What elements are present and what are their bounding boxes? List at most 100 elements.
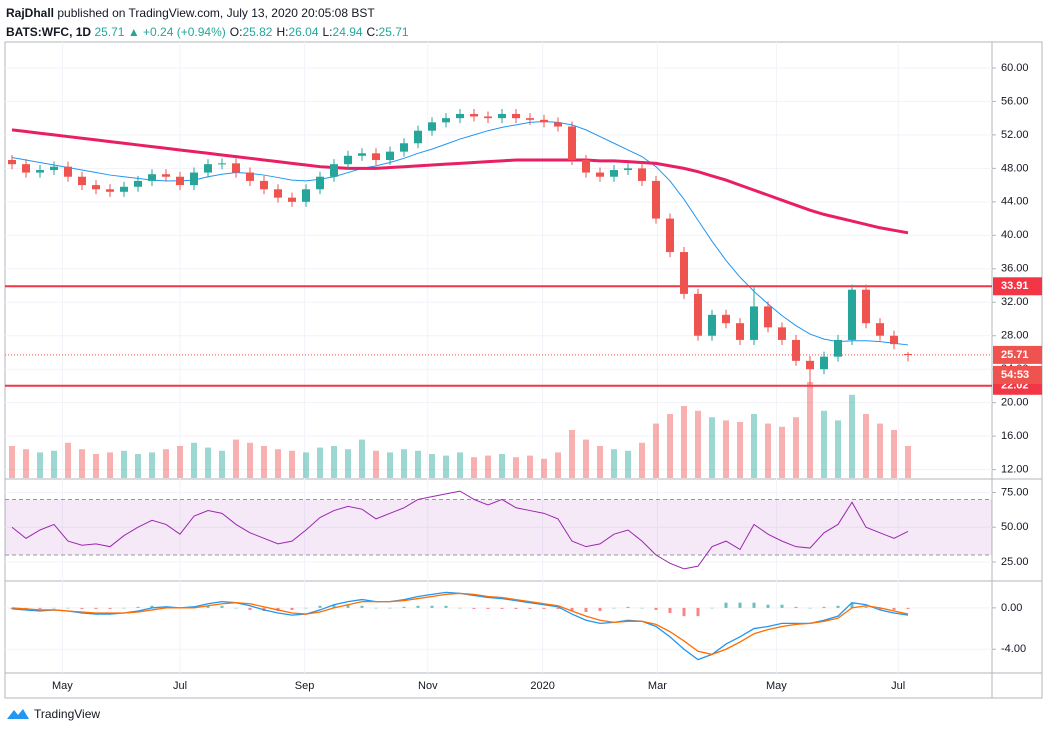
macd-histogram-bar xyxy=(528,607,532,609)
candle-body xyxy=(554,122,562,127)
volume-bar xyxy=(625,450,631,478)
macd-histogram-bar xyxy=(738,602,742,608)
macd-histogram-bar xyxy=(766,604,770,608)
candle-body xyxy=(792,339,800,361)
candle-body xyxy=(372,153,380,160)
volume-bar xyxy=(821,410,827,478)
x-tick-label: May xyxy=(52,680,73,692)
symbol-line: BATS:WFC, 1D 25.71 ▲ +0.24 (+0.94%) O:25.… xyxy=(6,23,409,42)
macd-histogram-bar xyxy=(598,607,602,611)
volume-bar xyxy=(681,406,687,478)
volume-bar xyxy=(415,450,421,478)
candle-body xyxy=(526,118,534,120)
y-tick-label: 48.00 xyxy=(1001,162,1029,174)
candle-body xyxy=(540,119,548,123)
volume-bar xyxy=(583,439,589,478)
macd-histogram-bar xyxy=(752,602,756,608)
macd-histogram-bar xyxy=(682,607,686,617)
x-tick-label: Sep xyxy=(295,680,315,692)
volume-bar xyxy=(401,449,407,478)
frame xyxy=(4,41,1043,699)
last-price-label: 25.71 xyxy=(1001,349,1029,361)
volume-bar xyxy=(79,449,85,478)
last-price-bg xyxy=(993,345,1042,364)
volume-bar xyxy=(205,447,211,478)
volume-bar xyxy=(891,430,897,478)
macd-histogram-bar xyxy=(850,602,854,608)
candle-body xyxy=(176,176,184,186)
ohlc-value: 24.94 xyxy=(332,25,363,39)
candle-body xyxy=(316,176,324,190)
volume-bar xyxy=(709,417,715,478)
volume-bar xyxy=(191,442,197,478)
volume-bar xyxy=(135,454,141,478)
volume-bar xyxy=(93,454,99,478)
macd-histogram-bar xyxy=(444,605,448,608)
candle-body xyxy=(498,113,506,119)
ohlc-label: O: xyxy=(229,25,243,39)
candle-body xyxy=(652,180,660,219)
macd-histogram-bar xyxy=(430,605,434,608)
y-tick-label: 0.00 xyxy=(1001,602,1022,614)
candle-body xyxy=(78,176,86,186)
macd-histogram-bar xyxy=(570,607,574,611)
macd-histogram-bar xyxy=(514,607,518,609)
candle-body xyxy=(190,172,198,186)
volume-bar xyxy=(513,457,519,478)
candle-body xyxy=(904,353,912,355)
volume-bar xyxy=(429,454,435,478)
volume-bar xyxy=(247,442,253,478)
change: ▲ +0.24 (+0.94%) xyxy=(127,25,226,39)
candle-body xyxy=(64,166,72,177)
macd-histogram-bar xyxy=(584,607,588,612)
macd-histogram-bar xyxy=(38,607,42,609)
candle-body xyxy=(302,189,310,202)
candle-body xyxy=(92,185,100,190)
candle-body xyxy=(148,174,156,181)
x-tick-label: 2020 xyxy=(530,680,554,692)
volume-bar xyxy=(499,454,505,478)
macd-histogram-bar xyxy=(402,606,406,608)
candle-body xyxy=(50,166,58,171)
volume-bar xyxy=(793,417,799,478)
volume-bar xyxy=(457,452,463,478)
candle-body xyxy=(330,164,338,177)
candle-body xyxy=(596,172,604,177)
level-label: 33.91 xyxy=(1001,280,1029,292)
volume-bar xyxy=(807,382,813,478)
published: published on TradingView.com, July 13, 2… xyxy=(57,6,375,20)
candle-body xyxy=(764,306,772,328)
volume-bar xyxy=(695,410,701,478)
macd-histogram-bar xyxy=(332,604,336,608)
y-tick-label: 75.00 xyxy=(1001,486,1029,498)
candle-body xyxy=(134,180,142,187)
x-tick-label: May xyxy=(766,680,787,692)
y-tick-label: 20.00 xyxy=(1001,397,1029,409)
volume-bar xyxy=(51,450,57,478)
macd-histogram-bar xyxy=(206,605,210,608)
candle-body xyxy=(162,174,170,177)
x-tick-label: Nov xyxy=(418,680,438,692)
candle-body xyxy=(624,168,632,171)
candle-body xyxy=(386,151,394,160)
volume-bar xyxy=(443,455,449,478)
volume-bar xyxy=(863,414,869,478)
volume-bar xyxy=(219,450,225,478)
volume-bar xyxy=(555,452,561,478)
macd-histogram-bar xyxy=(458,607,462,609)
macd-histogram-bar xyxy=(556,607,560,609)
ohlc-label: H: xyxy=(276,25,289,39)
volume-bar xyxy=(527,455,533,478)
macd-histogram-bar xyxy=(794,606,798,608)
macd-histogram-bar xyxy=(864,606,868,608)
macd-histogram-bar xyxy=(122,607,126,609)
macd-histogram-bar xyxy=(808,607,812,609)
volume-bar xyxy=(751,414,757,478)
macd-histogram-bar xyxy=(710,607,714,609)
y-tick-label: 60.00 xyxy=(1001,62,1029,74)
volume-bar xyxy=(597,446,603,478)
volume-bar xyxy=(149,452,155,478)
signal-line xyxy=(11,592,909,656)
